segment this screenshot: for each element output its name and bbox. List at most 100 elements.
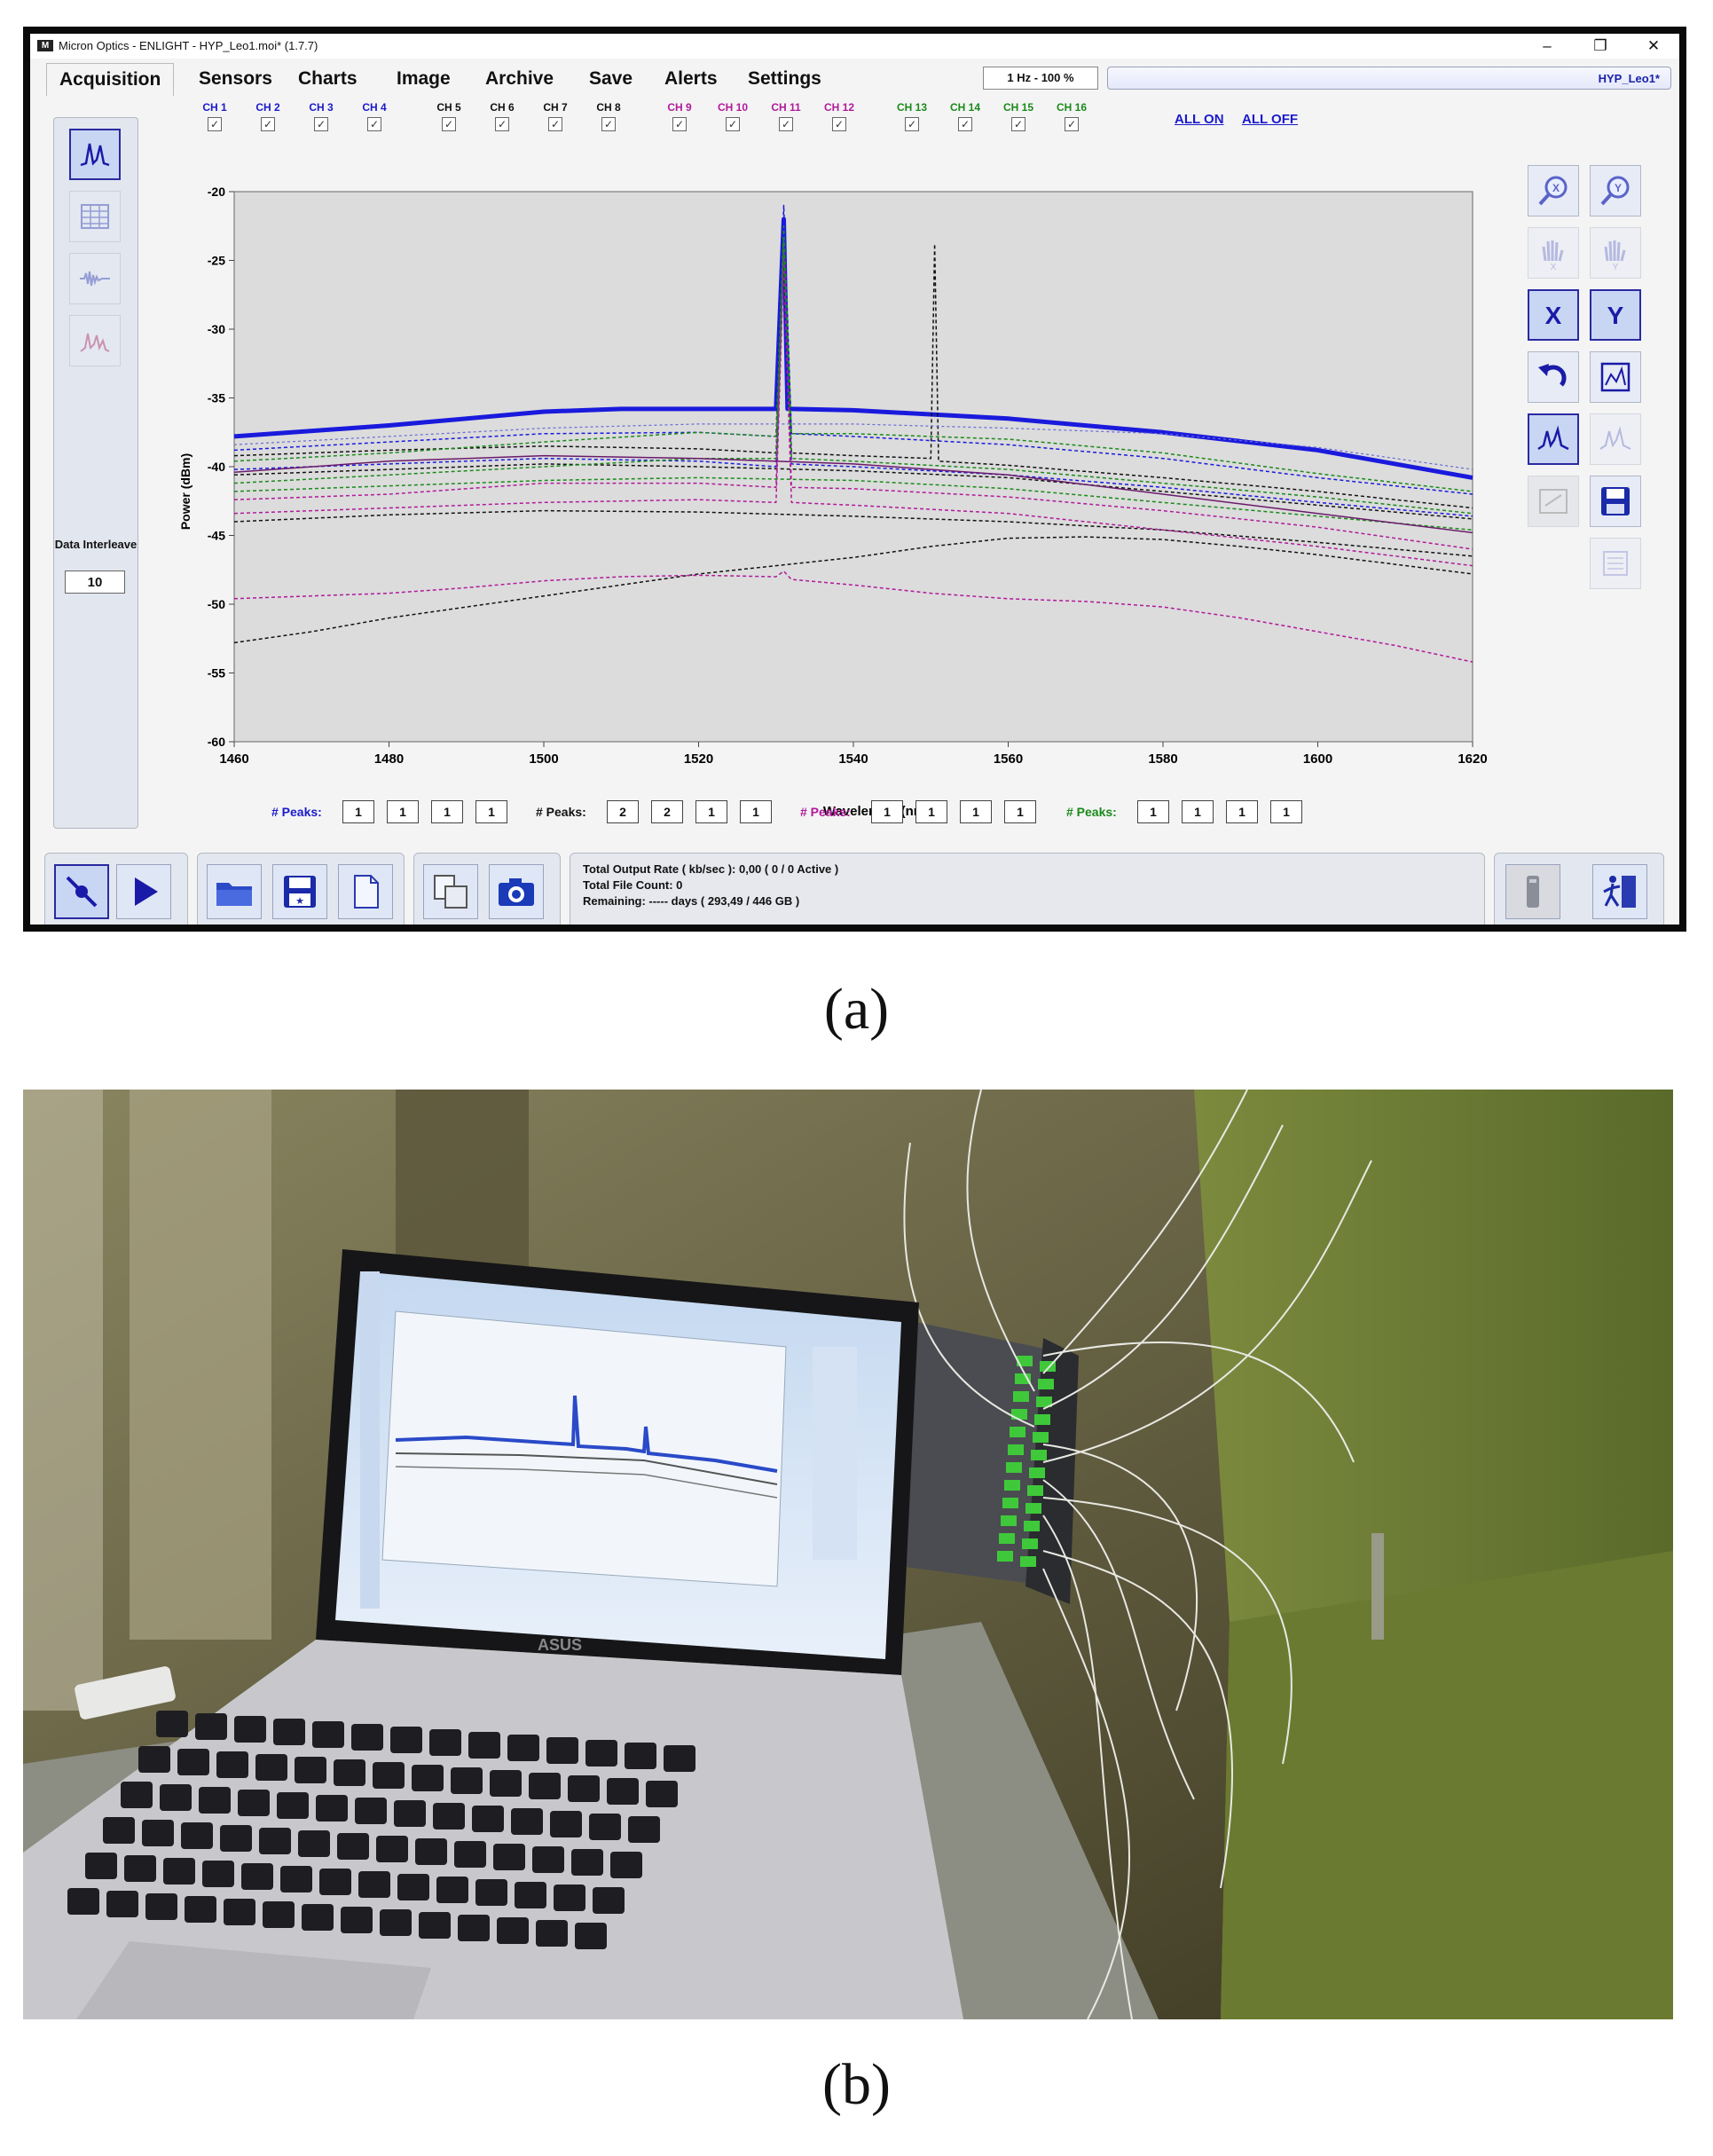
- play-button[interactable]: [116, 864, 171, 919]
- peaks-count-field[interactable]: 1: [960, 800, 992, 823]
- all-on-button[interactable]: ALL ON: [1175, 112, 1224, 127]
- channel-13-toggle[interactable]: CH 13 ✓: [889, 101, 935, 131]
- data-interleave-input[interactable]: 10: [65, 570, 125, 594]
- channel-11-toggle[interactable]: CH 11 ✓: [763, 101, 809, 131]
- channel-checkbox[interactable]: ✓: [958, 117, 972, 131]
- peaks-count-field[interactable]: 1: [1182, 800, 1214, 823]
- channel-checkbox[interactable]: ✓: [832, 117, 846, 131]
- peaks-count-field[interactable]: 1: [342, 800, 374, 823]
- pan-x-button[interactable]: X: [1528, 227, 1579, 279]
- save-disk-icon: ★: [284, 876, 316, 908]
- peaks-count-field[interactable]: 2: [651, 800, 683, 823]
- channel-6-toggle[interactable]: CH 6 ✓: [479, 101, 525, 131]
- peaks-count-field[interactable]: 1: [431, 800, 463, 823]
- show-spectrum-button[interactable]: [1528, 413, 1579, 465]
- channel-checkbox[interactable]: ✓: [367, 117, 381, 131]
- open-folder-button[interactable]: [207, 864, 262, 919]
- channel-checkbox[interactable]: ✓: [314, 117, 328, 131]
- tab-alerts[interactable]: Alerts: [664, 68, 718, 89]
- fiber-cable: [1042, 1160, 1372, 1463]
- peaks-count-field[interactable]: 1: [695, 800, 727, 823]
- peaks-view-button[interactable]: [69, 315, 121, 366]
- channel-12-toggle[interactable]: CH 12 ✓: [816, 101, 862, 131]
- tab-image[interactable]: Image: [397, 68, 451, 89]
- spectrum-chart[interactable]: 1460 1480 1500 1520 1540 1560 1580 1600 1620 -20 -…: [135, 163, 1542, 838]
- channel-checkbox[interactable]: ✓: [548, 117, 562, 131]
- tab-save[interactable]: Save: [589, 68, 633, 89]
- export-button[interactable]: [1528, 476, 1579, 527]
- tab-sensors[interactable]: Sensors: [199, 68, 272, 89]
- keyboard-key: [259, 1828, 291, 1854]
- peaks-count-field[interactable]: 1: [1137, 800, 1169, 823]
- restore-button[interactable]: ❐: [1593, 37, 1607, 54]
- save-chart-button[interactable]: [1590, 476, 1641, 527]
- channel-5-toggle[interactable]: CH 5 ✓: [426, 101, 472, 131]
- keyboard-key: [380, 1909, 412, 1936]
- channel-checkbox[interactable]: ✓: [208, 117, 222, 131]
- undo-zoom-button[interactable]: [1528, 351, 1579, 403]
- new-file-button[interactable]: [338, 864, 393, 919]
- peaks-count-field[interactable]: 1: [915, 800, 947, 823]
- tab-archive[interactable]: Archive: [485, 68, 554, 89]
- channel-checkbox[interactable]: ✓: [442, 117, 456, 131]
- channel-checkbox[interactable]: ✓: [495, 117, 509, 131]
- channel-2-toggle[interactable]: CH 2 ✓: [245, 101, 291, 131]
- peaks-count-field[interactable]: 1: [1226, 800, 1258, 823]
- exit-button[interactable]: [1592, 864, 1647, 919]
- autoscale-x-button[interactable]: X: [1528, 289, 1579, 341]
- channel-checkbox[interactable]: ✓: [672, 117, 687, 131]
- peaks-count-field[interactable]: 2: [607, 800, 639, 823]
- channel-4-toggle[interactable]: CH 4 ✓: [351, 101, 397, 131]
- channel-15-toggle[interactable]: CH 15 ✓: [995, 101, 1041, 131]
- channel-checkbox[interactable]: ✓: [261, 117, 275, 131]
- pan-y-button[interactable]: Y: [1590, 227, 1641, 279]
- peaks-count-field[interactable]: 1: [871, 800, 903, 823]
- channel-checkbox[interactable]: ✓: [726, 117, 740, 131]
- keyboard-key: [185, 1896, 216, 1923]
- copy-button[interactable]: [423, 864, 478, 919]
- channel-label: CH 13: [896, 101, 927, 114]
- channel-7-toggle[interactable]: CH 7 ✓: [532, 101, 578, 131]
- show-peaks-button[interactable]: [1590, 413, 1641, 465]
- channel-3-toggle[interactable]: CH 3 ✓: [298, 101, 344, 131]
- tab-acquisition[interactable]: Acquisition: [46, 63, 175, 96]
- peaks-count-field[interactable]: 1: [1004, 800, 1036, 823]
- tab-settings[interactable]: Settings: [748, 68, 821, 89]
- device-button[interactable]: [1505, 864, 1560, 919]
- fiber-cables: [903, 1090, 1372, 2019]
- fiber-port: [1027, 1485, 1043, 1496]
- notes-button[interactable]: [1590, 538, 1641, 589]
- peaks-count-field[interactable]: 1: [387, 800, 419, 823]
- table-view-button[interactable]: [69, 191, 121, 242]
- channel-checkbox[interactable]: ✓: [601, 117, 616, 131]
- channel-8-toggle[interactable]: CH 8 ✓: [585, 101, 632, 131]
- camera-button[interactable]: [489, 864, 544, 919]
- peaks-count-field[interactable]: 1: [475, 800, 507, 823]
- peaks-count-field[interactable]: 1: [1270, 800, 1302, 823]
- channel-1-toggle[interactable]: CH 1 ✓: [192, 101, 238, 131]
- channel-checkbox[interactable]: ✓: [779, 117, 793, 131]
- fit-all-button[interactable]: [1590, 351, 1641, 403]
- minimize-button[interactable]: –: [1543, 37, 1552, 54]
- channel-9-toggle[interactable]: CH 9 ✓: [656, 101, 703, 131]
- channel-checkbox[interactable]: ✓: [1011, 117, 1025, 131]
- autoscale-y-button[interactable]: Y: [1590, 289, 1641, 341]
- signal-view-button[interactable]: [69, 253, 121, 304]
- peaks-count-field[interactable]: 1: [740, 800, 772, 823]
- tab-charts[interactable]: Charts: [298, 68, 358, 89]
- spectrum-view-button[interactable]: [69, 129, 121, 180]
- channel-16-toggle[interactable]: CH 16 ✓: [1049, 101, 1095, 131]
- zoom-x-button[interactable]: X: [1528, 165, 1579, 216]
- zoom-y-button[interactable]: Y: [1590, 165, 1641, 216]
- status-file-count: Total File Count: 0: [583, 878, 683, 892]
- keyboard-key: [415, 1838, 447, 1865]
- close-button[interactable]: ✕: [1646, 37, 1661, 54]
- channel-14-toggle[interactable]: CH 14 ✓: [942, 101, 988, 131]
- channel-checkbox[interactable]: ✓: [1065, 117, 1079, 131]
- channel-checkbox[interactable]: ✓: [905, 117, 919, 131]
- fiber-port: [1031, 1450, 1047, 1460]
- save-file-button[interactable]: ★: [272, 864, 327, 919]
- channel-10-toggle[interactable]: CH 10 ✓: [710, 101, 756, 131]
- all-off-button[interactable]: ALL OFF: [1242, 112, 1299, 127]
- disconnect-button[interactable]: [54, 864, 109, 919]
